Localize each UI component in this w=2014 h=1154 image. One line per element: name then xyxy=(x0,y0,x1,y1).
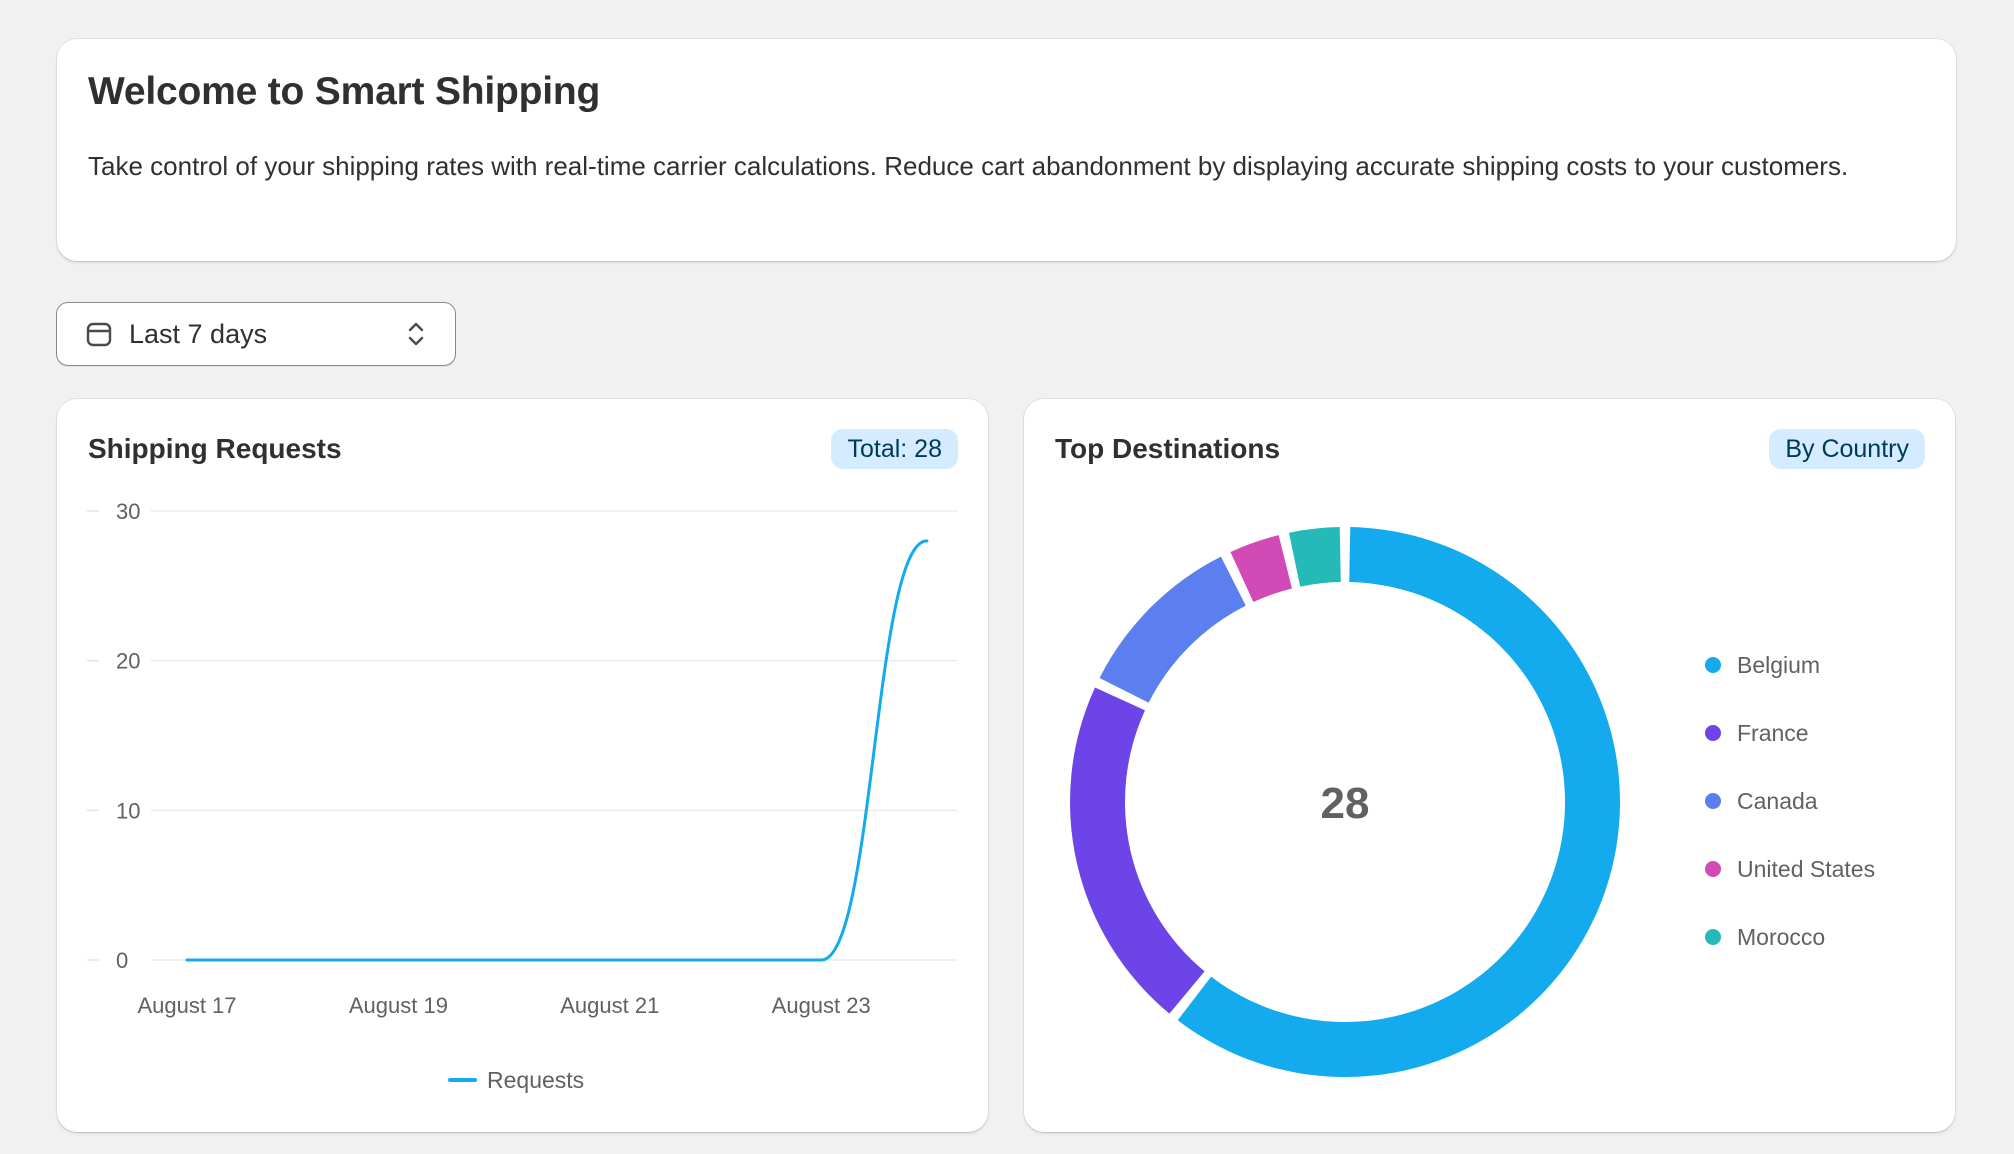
legend-label: Morocco xyxy=(1737,924,1825,950)
donut-center-total: 28 xyxy=(1321,779,1370,828)
welcome-description: Take control of your shipping rates with… xyxy=(88,150,1849,181)
donut-slice-france xyxy=(1070,687,1205,1014)
donut-slice-united-states xyxy=(1230,535,1292,602)
y-tick-label: 0 xyxy=(116,948,128,973)
legend-dot-morocco xyxy=(1705,929,1721,945)
donut-slice-morocco xyxy=(1288,527,1341,587)
top-destinations-title: Top Destinations xyxy=(1055,433,1281,464)
x-tick-label: August 17 xyxy=(137,993,236,1018)
legend-dot-united-states xyxy=(1705,861,1721,877)
donut-slice-belgium xyxy=(1177,527,1620,1077)
shipping-requests-card: 0 10 20 30 August 17 August 19 August 21 August… xyxy=(57,399,988,1132)
by-country-badge: By Country xyxy=(1769,429,1925,469)
legend-requests-label: Requests xyxy=(487,1067,584,1093)
y-tick-label: 20 xyxy=(116,649,140,674)
top-destinations-chart: Belgium France Canada United States Morocco 2… xyxy=(1070,527,1875,1077)
calendar-icon xyxy=(86,322,112,347)
legend-label: Belgium xyxy=(1737,652,1820,678)
x-tick-label: August 19 xyxy=(349,993,448,1018)
x-tick-label: August 21 xyxy=(560,993,659,1018)
shipping-requests-chart: 0 10 20 30 August 17 August 19 August 21 August… xyxy=(87,499,957,1093)
legend-dot-canada xyxy=(1705,793,1721,809)
top-destinations-card: Belgium France Canada United States Morocco 2… xyxy=(1024,399,1955,1132)
x-tick-label: August 23 xyxy=(772,993,871,1018)
legend-label: France xyxy=(1737,720,1809,746)
legend-label: Canada xyxy=(1737,788,1818,814)
welcome-card: Welcome to Smart Shipping Take control o… xyxy=(57,39,1956,261)
y-tick-label: 10 xyxy=(116,798,140,823)
legend-label: United States xyxy=(1737,856,1875,882)
welcome-title: Welcome to Smart Shipping xyxy=(88,70,601,113)
select-chevron-icon xyxy=(408,322,424,346)
requests-series-line xyxy=(185,539,929,962)
legend-dot-france xyxy=(1705,725,1721,741)
date-range-select[interactable]: Last 7 days xyxy=(56,302,456,366)
y-tick-label: 30 xyxy=(116,499,140,524)
date-range-value: Last 7 days xyxy=(129,318,268,349)
shipping-requests-title: Shipping Requests xyxy=(88,433,342,464)
total-badge: Total: 28 xyxy=(831,429,958,469)
legend-dot-belgium xyxy=(1705,657,1721,673)
donut-slice-canada xyxy=(1099,556,1246,703)
